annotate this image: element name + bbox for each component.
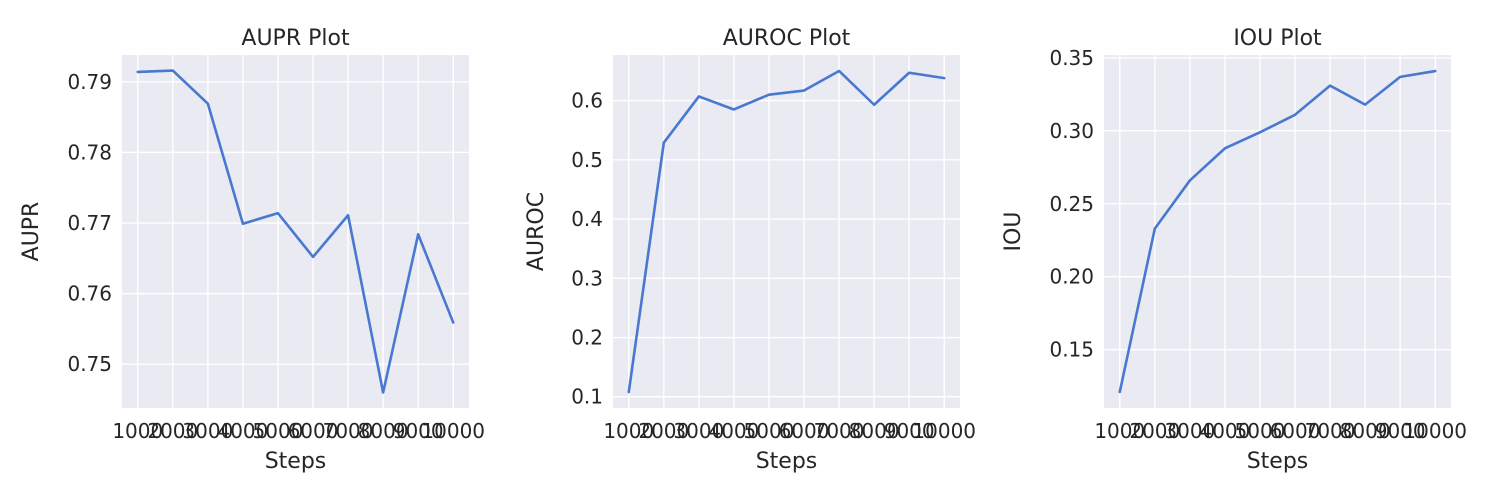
- auroc-plot-area: [613, 55, 960, 408]
- auroc-chart-title: AUROC Plot: [723, 26, 851, 51]
- aupr-x-tick-label: 10000: [421, 419, 485, 443]
- aupr-x-tick-label: 4000: [217, 419, 268, 443]
- auroc-x-tick-label: 9000: [884, 419, 935, 443]
- aupr-x-tick-label: 8000: [358, 419, 409, 443]
- aupr-x-tick-label: 3000: [182, 419, 233, 443]
- aupr-series-line: [136, 69, 455, 394]
- auroc-x-tick-label: 3000: [673, 419, 724, 443]
- iou-x-tick-label: 2000: [1129, 419, 1180, 443]
- aupr-x-axis-label: Steps: [265, 449, 327, 474]
- aupr-y-tick-label: 0.77: [67, 211, 112, 235]
- auroc-x-axis-label: Steps: [756, 449, 818, 474]
- iou-x-tick-label: 4000: [1199, 419, 1250, 443]
- auroc-series-line: [627, 69, 946, 394]
- aupr-x-tick-label: 2000: [147, 419, 198, 443]
- auroc-y-tick-label: 0.2: [571, 326, 603, 350]
- aupr-y-axis-label: AUPR: [19, 202, 44, 262]
- auroc-y-axis-label: AUROC: [524, 192, 549, 271]
- auroc-y-tick-label: 0.5: [571, 148, 603, 172]
- auroc-y-tick-label: 0.4: [571, 207, 603, 231]
- auroc-x-tick-label: 8000: [849, 419, 900, 443]
- aupr-x-tick-label: 5000: [253, 419, 304, 443]
- iou-y-tick-label: 0.20: [1049, 265, 1094, 289]
- auroc-x-tick-label: 2000: [638, 419, 689, 443]
- iou-x-tick-label: 7000: [1305, 419, 1356, 443]
- auroc-y-tick-label: 0.1: [571, 385, 603, 409]
- aupr-plot-area: [122, 55, 469, 408]
- iou-x-tick-label: 8000: [1340, 419, 1391, 443]
- aupr-x-tick-label: 6000: [288, 419, 339, 443]
- iou-y-tick-label: 0.25: [1049, 192, 1094, 216]
- aupr-y-tick-label: 0.75: [67, 352, 112, 376]
- iou-y-tick-label: 0.35: [1049, 46, 1094, 70]
- aupr-y-tick-label: 0.76: [67, 282, 112, 306]
- auroc-x-tick-label: 10000: [912, 419, 976, 443]
- aupr-y-tick-label: 0.78: [67, 140, 112, 164]
- auroc-x-tick-label: 7000: [814, 419, 865, 443]
- auroc-x-tick-label: 6000: [779, 419, 830, 443]
- aupr-x-tick-label: 1000: [112, 419, 163, 443]
- aupr-chart-title: AUPR Plot: [241, 26, 350, 51]
- aupr-y-tick-label: 0.79: [67, 70, 112, 94]
- iou-y-tick-label: 0.30: [1049, 119, 1094, 143]
- iou-x-tick-label: 1000: [1094, 419, 1145, 443]
- iou-x-tick-label: 5000: [1235, 419, 1286, 443]
- auroc-y-tick-label: 0.6: [571, 89, 603, 113]
- aupr-x-tick-label: 7000: [323, 419, 374, 443]
- iou-plot-area: [1104, 55, 1451, 408]
- iou-series-line: [1118, 69, 1437, 394]
- aupr-x-tick-label: 9000: [393, 419, 444, 443]
- iou-x-tick-label: 10000: [1403, 419, 1467, 443]
- iou-x-tick-label: 6000: [1270, 419, 1321, 443]
- auroc-x-tick-label: 4000: [708, 419, 759, 443]
- iou-plot-panel: 1000200030004000500060007000800090001000…: [1001, 26, 1467, 474]
- auroc-y-tick-label: 0.3: [571, 266, 603, 290]
- aupr-plot-panel: 1000200030004000500060007000800090001000…: [19, 26, 485, 474]
- auroc-x-tick-label: 1000: [603, 419, 654, 443]
- iou-x-tick-label: 3000: [1164, 419, 1215, 443]
- iou-y-axis-label: IOU: [1001, 212, 1026, 252]
- iou-y-tick-label: 0.15: [1049, 338, 1094, 362]
- iou-x-axis-label: Steps: [1247, 449, 1309, 474]
- iou-chart-title: IOU Plot: [1233, 26, 1322, 51]
- auroc-x-tick-label: 5000: [744, 419, 795, 443]
- auroc-plot-panel: 1000200030004000500060007000800090001000…: [524, 26, 976, 474]
- iou-x-tick-label: 9000: [1375, 419, 1426, 443]
